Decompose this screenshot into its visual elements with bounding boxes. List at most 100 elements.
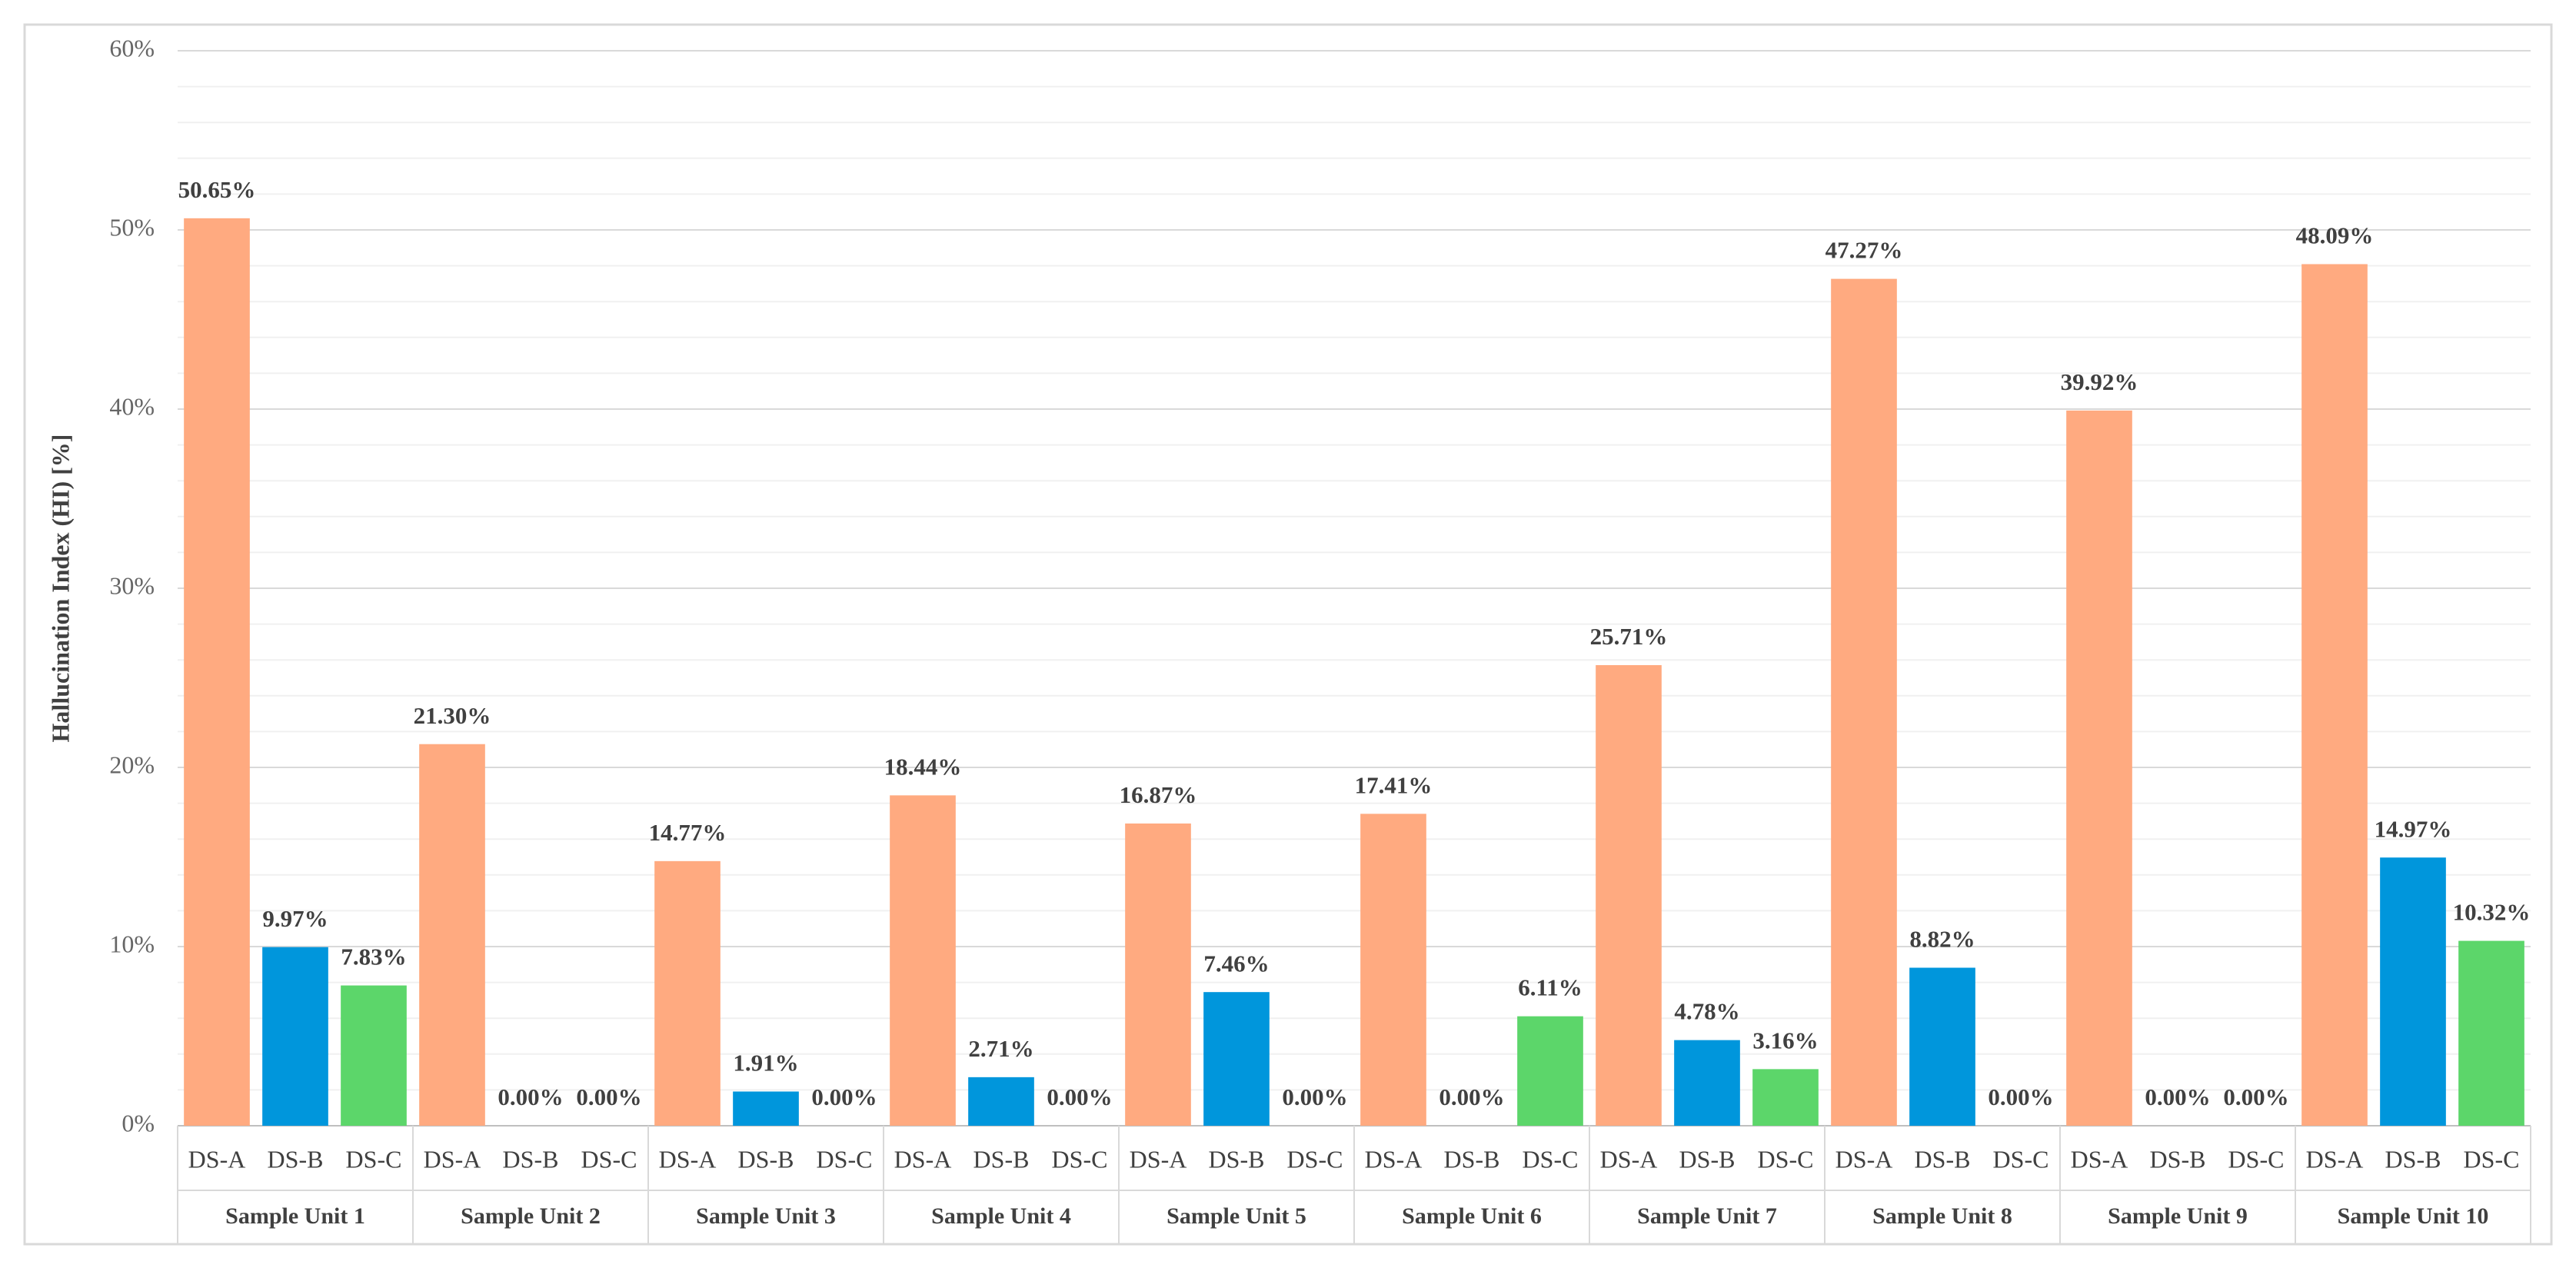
- bar: [184, 218, 250, 1127]
- x-group-label: Sample Unit 4: [931, 1203, 1071, 1229]
- value-label: 0.00%: [811, 1083, 877, 1110]
- value-label: 3.16%: [1752, 1027, 1818, 1053]
- x-sub-label: DS-B: [2150, 1145, 2206, 1173]
- value-label: 0.00%: [498, 1083, 563, 1110]
- x-sub-label: DS-C: [1523, 1145, 1579, 1173]
- x-sub-label: DS-C: [1993, 1145, 2049, 1173]
- value-label: 0.00%: [1988, 1083, 2053, 1110]
- y-tick-label: 10%: [109, 930, 155, 957]
- x-group-label: Sample Unit 8: [1872, 1203, 2012, 1229]
- y-tick-label: 30%: [109, 571, 155, 599]
- x-sub-label: DS-B: [1679, 1145, 1736, 1173]
- x-sub-label: DS-C: [581, 1145, 637, 1173]
- value-label: 10.32%: [2453, 899, 2531, 926]
- x-group-label: Sample Unit 2: [461, 1203, 601, 1229]
- y-tick-label: 20%: [109, 750, 155, 778]
- x-sub-label: DS-B: [1209, 1145, 1265, 1173]
- x-sub-label: DS-A: [2306, 1145, 2364, 1173]
- bar: [733, 1091, 799, 1126]
- x-group-label: Sample Unit 6: [1402, 1203, 1542, 1229]
- x-sub-label: DS-A: [2071, 1145, 2128, 1173]
- value-label: 21.30%: [414, 702, 491, 729]
- x-sub-label: DS-B: [738, 1145, 794, 1173]
- x-group-label: Sample Unit 9: [2108, 1203, 2248, 1229]
- x-group-label: Sample Unit 1: [225, 1203, 365, 1229]
- bar: [1674, 1040, 1740, 1126]
- x-group-label: Sample Unit 5: [1167, 1203, 1306, 1229]
- value-label: 17.41%: [1355, 771, 1433, 798]
- bar: [2301, 264, 2368, 1127]
- value-label: 4.78%: [1674, 998, 1739, 1025]
- bar: [419, 744, 485, 1126]
- x-sub-label: DS-B: [1915, 1145, 1971, 1173]
- x-sub-label: DS-C: [2228, 1145, 2285, 1173]
- x-sub-label: DS-B: [1444, 1145, 1500, 1173]
- value-label: 47.27%: [1825, 237, 1903, 264]
- bar: [1596, 664, 1662, 1126]
- value-label: 0.00%: [1282, 1083, 1347, 1110]
- bar: [890, 795, 956, 1126]
- value-label: 16.87%: [1120, 781, 1197, 808]
- y-tick-label: 40%: [109, 392, 155, 420]
- bar: [2380, 857, 2446, 1126]
- x-sub-label: DS-A: [1835, 1145, 1893, 1173]
- value-label: 7.46%: [1203, 950, 1269, 977]
- value-label: 0.00%: [1047, 1083, 1112, 1110]
- bar: [968, 1077, 1034, 1126]
- bar: [1360, 814, 1426, 1126]
- value-label: 0.00%: [2223, 1083, 2288, 1110]
- value-label: 0.00%: [1439, 1083, 1504, 1110]
- bar: [654, 860, 721, 1126]
- value-label: 48.09%: [2296, 222, 2374, 249]
- x-sub-label: DS-A: [188, 1145, 246, 1173]
- x-group-label: Sample Unit 10: [2338, 1203, 2489, 1229]
- x-sub-label: DS-B: [503, 1145, 559, 1173]
- x-sub-label: DS-C: [1052, 1145, 1108, 1173]
- value-label: 0.00%: [576, 1083, 641, 1110]
- value-label: 8.82%: [1909, 926, 1975, 953]
- y-tick-label: 50%: [109, 213, 155, 241]
- y-tick-label: 0%: [121, 1109, 155, 1137]
- value-label: 7.83%: [341, 944, 406, 970]
- y-axis-label: Hallucination Index (HI) [%]: [46, 434, 74, 743]
- value-label: 39.92%: [2061, 368, 2138, 395]
- value-label: 25.71%: [1590, 623, 1668, 650]
- value-label: 18.44%: [884, 753, 962, 780]
- bar: [1517, 1016, 1583, 1126]
- y-tick-label: 60%: [109, 34, 155, 62]
- bar: [1203, 992, 1270, 1126]
- value-label: 0.00%: [2145, 1083, 2210, 1110]
- x-sub-label: DS-A: [1600, 1145, 1658, 1173]
- x-sub-label: DS-C: [817, 1145, 873, 1173]
- value-label: 1.91%: [733, 1050, 798, 1077]
- value-label: 2.71%: [968, 1035, 1033, 1062]
- bar: [1909, 967, 1975, 1126]
- bar: [341, 985, 407, 1126]
- bar: [1831, 278, 1897, 1126]
- bar: [1125, 823, 1191, 1126]
- bar: [2458, 940, 2524, 1126]
- bar: [2066, 410, 2132, 1126]
- bar: [1752, 1069, 1819, 1126]
- x-sub-label: DS-B: [2385, 1145, 2441, 1173]
- value-label: 14.97%: [2375, 815, 2452, 842]
- x-sub-label: DS-A: [894, 1145, 952, 1173]
- value-label: 9.97%: [262, 905, 328, 932]
- x-sub-label: DS-B: [268, 1145, 324, 1173]
- x-sub-label: DS-C: [346, 1145, 402, 1173]
- value-label: 6.11%: [1518, 974, 1583, 1001]
- x-sub-label: DS-A: [424, 1145, 481, 1173]
- x-sub-label: DS-C: [1758, 1145, 1814, 1173]
- x-sub-label: DS-A: [1365, 1145, 1423, 1173]
- value-label: 50.65%: [178, 176, 256, 203]
- x-sub-label: DS-B: [973, 1145, 1030, 1173]
- x-group-label: Sample Unit 7: [1637, 1203, 1777, 1229]
- x-sub-label: DS-C: [2464, 1145, 2520, 1173]
- x-group-label: Sample Unit 3: [696, 1203, 836, 1229]
- value-label: 14.77%: [649, 819, 727, 846]
- x-sub-label: DS-A: [1130, 1145, 1187, 1173]
- x-sub-label: DS-A: [659, 1145, 717, 1173]
- bar: [262, 947, 328, 1126]
- x-sub-label: DS-C: [1287, 1145, 1343, 1173]
